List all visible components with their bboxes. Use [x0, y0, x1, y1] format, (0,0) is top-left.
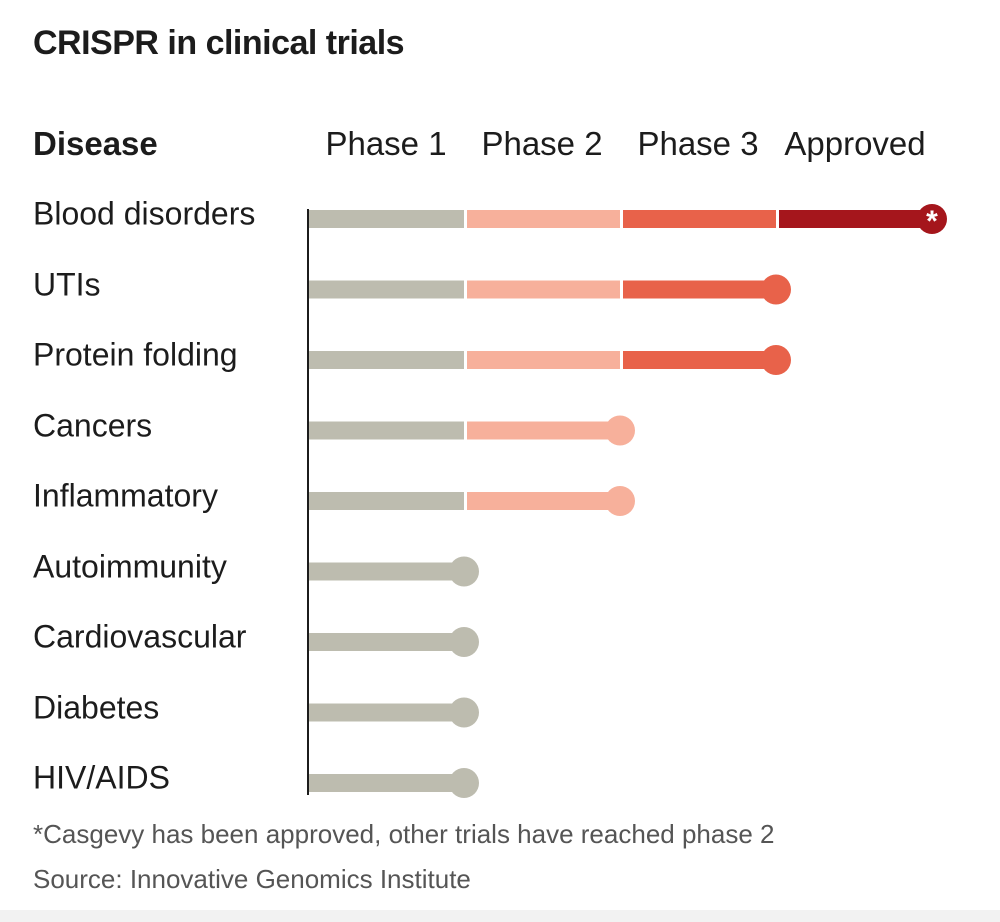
end-dot-autoimmunity	[449, 556, 479, 587]
footnote: *Casgevy has been approved, other trials…	[33, 819, 775, 849]
disease-label-hiv-aids: HIV/AIDS	[33, 759, 170, 796]
bar-segment-utis-stage-1	[309, 280, 464, 299]
bar-segment-blood-disorders-stage-2	[467, 210, 620, 228]
bar-segment-blood-disorders-stage-3	[623, 210, 776, 228]
bar-segment-protein-folding-stage-1	[309, 351, 464, 369]
end-dot-cardiovascular	[449, 627, 479, 657]
bar-segment-protein-folding-stage-3	[623, 351, 776, 369]
bar-segment-utis-stage-2	[467, 280, 620, 299]
stage-header-phase-1: Phase 1	[325, 125, 447, 162]
bar-segment-cancers-stage-1	[309, 421, 464, 440]
disease-label-diabetes: Diabetes	[33, 689, 160, 726]
stage-header-phase-3: Phase 3	[637, 125, 759, 162]
bar-segment-autoimmunity-stage-1	[309, 562, 464, 581]
bar-segment-inflammatory-stage-2	[467, 492, 620, 510]
source-note: Source: Innovative Genomics Institute	[33, 864, 471, 894]
bottom-band	[0, 910, 1000, 922]
disease-label-protein-folding: Protein folding	[33, 336, 238, 373]
disease-column-header: Disease	[33, 125, 158, 162]
end-dot-inflammatory	[605, 486, 635, 516]
end-dot-utis	[761, 274, 791, 305]
stage-header-approved: Approved	[784, 125, 926, 162]
disease-label-cardiovascular: Cardiovascular	[33, 618, 247, 655]
disease-label-utis: UTIs	[33, 266, 101, 303]
end-dot-hiv-aids	[449, 768, 479, 798]
end-dot-diabetes	[449, 697, 479, 728]
bar-segment-utis-stage-3	[623, 280, 776, 299]
stage-header-phase-2: Phase 2	[481, 125, 603, 162]
bar-segment-blood-disorders-stage-1	[309, 210, 464, 228]
bar-segment-protein-folding-stage-2	[467, 351, 620, 369]
disease-label-autoimmunity: Autoimmunity	[33, 548, 227, 585]
bar-segment-inflammatory-stage-1	[309, 492, 464, 510]
disease-label-inflammatory: Inflammatory	[33, 477, 218, 514]
disease-label-cancers: Cancers	[33, 407, 153, 444]
disease-label-blood-disorders: Blood disorders	[33, 195, 256, 232]
bar-segment-blood-disorders-stage-4	[779, 210, 932, 228]
bar-segment-cancers-stage-2	[467, 421, 620, 440]
end-dot-protein-folding	[761, 345, 791, 375]
bar-segment-diabetes-stage-1	[309, 703, 464, 722]
bar-segment-hiv-aids-stage-1	[309, 774, 464, 792]
approved-asterisk-blood-disorders: *	[926, 205, 938, 238]
end-dot-cancers	[605, 415, 635, 446]
chart-title: CRISPR in clinical trials	[33, 24, 405, 62]
bar-segment-cardiovascular-stage-1	[309, 633, 464, 651]
end-dot-blood-disorders	[917, 204, 947, 234]
